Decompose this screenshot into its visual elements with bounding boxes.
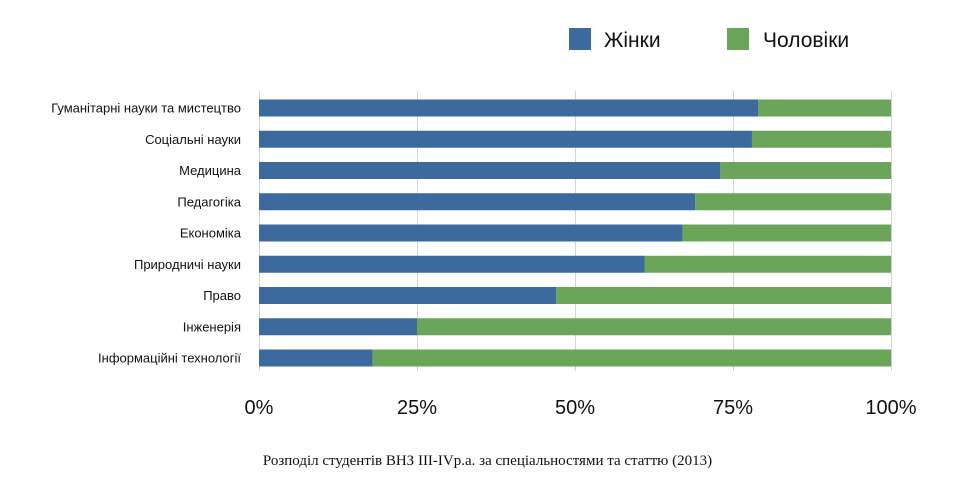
- category-label: Інформаційні технології: [98, 351, 241, 366]
- category-label: Педагогіка: [177, 194, 241, 209]
- category-label: Економіка: [180, 226, 242, 241]
- legend-swatch: [727, 28, 749, 50]
- category-label: Соціальні науки: [145, 132, 241, 147]
- x-tick-label: 75%: [713, 397, 753, 419]
- bar-segment-women: [259, 99, 759, 117]
- chart-caption: Розподіл студентів ВНЗ III-IVр.а. за спе…: [262, 453, 713, 469]
- bar-segment-women: [259, 255, 645, 273]
- category-labels: Гуманітарні науки та мистецтво Соціальні …: [51, 101, 242, 366]
- x-tick-label: 100%: [865, 397, 916, 419]
- bar-segment-women: [259, 130, 752, 148]
- bar-segment-women: [259, 287, 557, 304]
- bar-segment-men: [758, 99, 891, 117]
- category-label: Медицина: [179, 163, 242, 178]
- bar-segment-women: [259, 318, 417, 336]
- bar-segment-men: [695, 193, 891, 211]
- legend-label: Чоловіки: [763, 29, 849, 52]
- bar-segment-men: [372, 349, 891, 367]
- x-tick-label: 0%: [245, 397, 274, 419]
- legend-swatch: [569, 28, 591, 50]
- category-label: Гуманітарні науки та мистецтво: [51, 101, 241, 116]
- bar-segment-men: [417, 318, 891, 336]
- category-label: Природничі науки: [134, 257, 241, 272]
- legend-label: Жінки: [604, 29, 661, 52]
- stacked-bar-chart: Жінки Чоловіки Гуманітарні науки та мисте…: [51, 28, 917, 419]
- category-label: Право: [203, 288, 241, 303]
- bar-segment-men: [751, 130, 891, 148]
- bar-segment-women: [259, 193, 696, 211]
- category-label: Інженерія: [183, 319, 241, 334]
- bar-segment-women: [259, 224, 683, 242]
- x-tick-labels: 0% 25% 50% 75% 100%: [245, 397, 917, 419]
- bar-segment-men: [682, 224, 891, 242]
- legend: Жінки Чоловіки: [569, 28, 849, 52]
- bars: [259, 99, 891, 367]
- x-tick-label: 50%: [555, 397, 595, 419]
- x-tick-label: 25%: [397, 397, 437, 419]
- bar-segment-women: [259, 162, 721, 179]
- bar-segment-men: [644, 255, 891, 273]
- bar-segment-women: [259, 349, 373, 367]
- bar-segment-men: [556, 287, 891, 304]
- bar-segment-men: [720, 162, 891, 179]
